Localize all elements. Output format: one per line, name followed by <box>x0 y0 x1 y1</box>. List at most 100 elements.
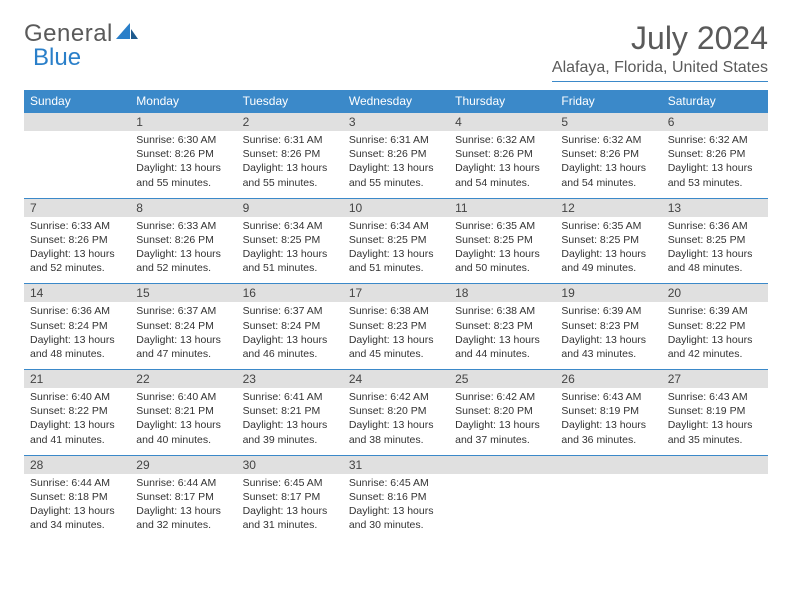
daylight-line2: and 52 minutes. <box>136 261 230 275</box>
daylight-line1: Daylight: 13 hours <box>668 333 762 347</box>
sunrise: Sunrise: 6:44 AM <box>30 476 124 490</box>
day-number: 13 <box>662 198 768 217</box>
daylight-line1: Daylight: 13 hours <box>561 333 655 347</box>
day-cell: Sunrise: 6:31 AMSunset: 8:26 PMDaylight:… <box>237 131 343 198</box>
sunset: Sunset: 8:23 PM <box>455 319 549 333</box>
day-cell: Sunrise: 6:35 AMSunset: 8:25 PMDaylight:… <box>555 217 661 284</box>
sunset: Sunset: 8:22 PM <box>30 404 124 418</box>
daylight-line1: Daylight: 13 hours <box>561 247 655 261</box>
daylight-line1: Daylight: 13 hours <box>243 333 337 347</box>
day-number: 4 <box>449 113 555 132</box>
daylight-line1: Daylight: 13 hours <box>349 504 443 518</box>
day-cell: Sunrise: 6:36 AMSunset: 8:24 PMDaylight:… <box>24 302 130 369</box>
day-cell: Sunrise: 6:38 AMSunset: 8:23 PMDaylight:… <box>449 302 555 369</box>
day-number: 7 <box>24 198 130 217</box>
daylight-line1: Daylight: 13 hours <box>30 418 124 432</box>
day-cell: Sunrise: 6:44 AMSunset: 8:17 PMDaylight:… <box>130 474 236 541</box>
day-data-row: Sunrise: 6:36 AMSunset: 8:24 PM Daylight:… <box>24 302 768 369</box>
daylight-line2: and 32 minutes. <box>136 518 230 532</box>
day-cell: Sunrise: 6:39 AMSunset: 8:22 PMDaylight:… <box>662 302 768 369</box>
sunset: Sunset: 8:20 PM <box>455 404 549 418</box>
sunrise: Sunrise: 6:36 AM <box>30 304 124 318</box>
sunset: Sunset: 8:23 PM <box>561 319 655 333</box>
daylight-line2: and 54 minutes. <box>561 176 655 190</box>
day-data-row: Sunrise: 6:40 AMSunset: 8:22 PMDaylight:… <box>24 388 768 455</box>
logo-sail-icon <box>116 20 138 48</box>
daylight-line2: and 31 minutes. <box>243 518 337 532</box>
daylight-line1: Daylight: 13 hours <box>136 247 230 261</box>
daylight-line1: Daylight: 13 hours <box>349 418 443 432</box>
daylight-line2: and 39 minutes. <box>243 433 337 447</box>
day-cell: Sunrise: 6:32 AMSunset: 8:26 PMDaylight:… <box>555 131 661 198</box>
sunrise: Sunrise: 6:35 AM <box>455 219 549 233</box>
title-block: July 2024 Alafaya, Florida, United State… <box>552 20 768 82</box>
daylight-line1: Daylight: 13 hours <box>455 418 549 432</box>
sunrise: Sunrise: 6:38 AM <box>455 304 549 318</box>
sunrise: Sunrise: 6:40 AM <box>30 390 124 404</box>
daylight-line2: and 51 minutes. <box>243 261 337 275</box>
day-number: 14 <box>24 284 130 303</box>
calendar-table: SundayMondayTuesdayWednesdayThursdayFrid… <box>24 90 768 540</box>
sunset: Sunset: 8:26 PM <box>136 147 230 161</box>
weekday-header: Thursday <box>449 90 555 113</box>
day-number: 9 <box>237 198 343 217</box>
day-number-row: 14151617181920 <box>24 284 768 303</box>
day-number: 12 <box>555 198 661 217</box>
day-cell: Sunrise: 6:43 AMSunset: 8:19 PMDaylight:… <box>555 388 661 455</box>
daylight-line2: and 40 minutes. <box>136 433 230 447</box>
sunset: Sunset: 8:25 PM <box>561 233 655 247</box>
daylight-line2: and 52 minutes. <box>30 261 124 275</box>
daylight-line2: and 45 minutes. <box>349 347 443 361</box>
day-number: 27 <box>662 370 768 389</box>
sunset: Sunset: 8:21 PM <box>243 404 337 418</box>
sunrise: Sunrise: 6:34 AM <box>349 219 443 233</box>
day-number: 3 <box>343 113 449 132</box>
daylight-line1: Daylight: 13 hours <box>561 418 655 432</box>
daylight-line1: Daylight: 13 hours <box>243 247 337 261</box>
day-cell: Sunrise: 6:42 AMSunset: 8:20 PMDaylight:… <box>343 388 449 455</box>
daylight-line1: Daylight: 13 hours <box>349 161 443 175</box>
sunrise: Sunrise: 6:38 AM <box>349 304 443 318</box>
day-number: 20 <box>662 284 768 303</box>
sunset: Sunset: 8:16 PM <box>349 490 443 504</box>
daylight-line2: and 51 minutes. <box>349 261 443 275</box>
sunrise: Sunrise: 6:37 AM <box>243 304 337 318</box>
weekday-header: Tuesday <box>237 90 343 113</box>
sunset: Sunset: 8:24 PM <box>30 319 124 333</box>
daylight-line1: Daylight: 13 hours <box>136 418 230 432</box>
sunset: Sunset: 8:17 PM <box>136 490 230 504</box>
daylight-line2: and 37 minutes. <box>455 433 549 447</box>
sunrise: Sunrise: 6:30 AM <box>136 133 230 147</box>
day-number-row: 123456 <box>24 113 768 132</box>
day-number: 23 <box>237 370 343 389</box>
day-cell: Sunrise: 6:34 AMSunset: 8:25 PMDaylight:… <box>343 217 449 284</box>
weekday-header-row: SundayMondayTuesdayWednesdayThursdayFrid… <box>24 90 768 113</box>
daylight-line2: and 54 minutes. <box>455 176 549 190</box>
day-number-row: 78910111213 <box>24 198 768 217</box>
day-cell: Sunrise: 6:37 AMSunset: 8:24 PMDaylight:… <box>237 302 343 369</box>
daylight-line2: and 36 minutes. <box>561 433 655 447</box>
sunrise: Sunrise: 6:44 AM <box>136 476 230 490</box>
daylight-line2: and 55 minutes. <box>243 176 337 190</box>
sunrise: Sunrise: 6:32 AM <box>668 133 762 147</box>
daylight-line2: and 46 minutes. <box>243 347 337 361</box>
day-cell: Sunrise: 6:38 AMSunset: 8:23 PMDaylight:… <box>343 302 449 369</box>
daylight-line2: and 34 minutes. <box>30 518 124 532</box>
sunrise: Sunrise: 6:36 AM <box>668 219 762 233</box>
day-number: 22 <box>130 370 236 389</box>
sunrise: Sunrise: 6:43 AM <box>668 390 762 404</box>
day-cell <box>662 474 768 541</box>
day-number <box>662 455 768 474</box>
sunset: Sunset: 8:23 PM <box>349 319 443 333</box>
daylight-line2: and 53 minutes. <box>668 176 762 190</box>
sunset: Sunset: 8:26 PM <box>136 233 230 247</box>
daylight-line1: Daylight: 13 hours <box>30 247 124 261</box>
daylight-line2: and 44 minutes. <box>455 347 549 361</box>
day-cell <box>24 131 130 198</box>
sunset: Sunset: 8:26 PM <box>455 147 549 161</box>
day-number: 30 <box>237 455 343 474</box>
sunrise: Sunrise: 6:34 AM <box>243 219 337 233</box>
day-cell: Sunrise: 6:45 AMSunset: 8:17 PMDaylight:… <box>237 474 343 541</box>
day-number <box>555 455 661 474</box>
daylight-line1: Daylight: 13 hours <box>349 333 443 347</box>
